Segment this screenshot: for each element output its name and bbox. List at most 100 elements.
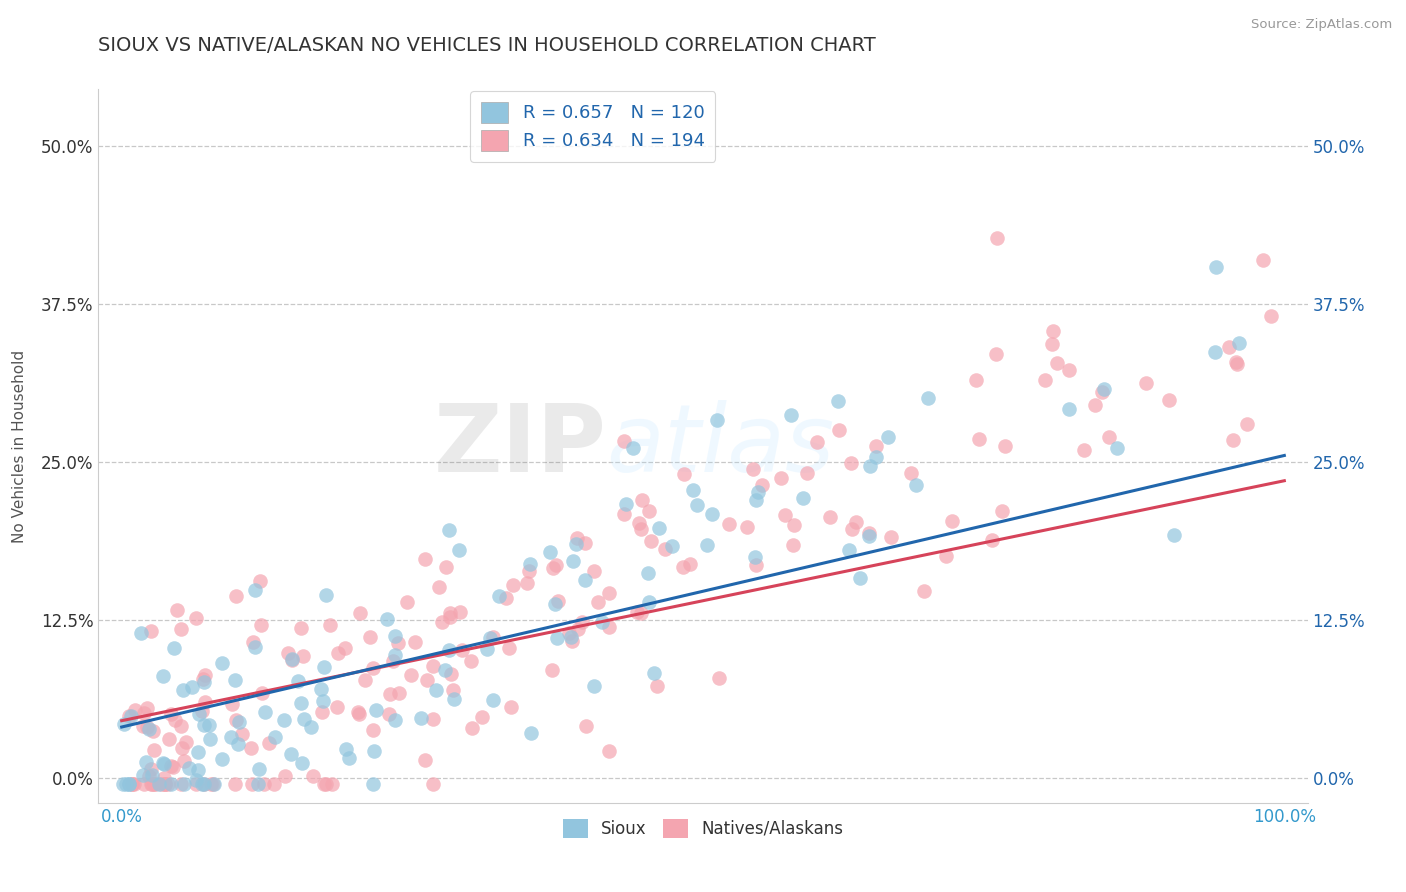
Point: [839, 456, 862, 470]
Point: [965, 374, 987, 388]
Point: [598, 586, 620, 600]
Point: [519, 557, 541, 571]
Point: [280, 747, 302, 762]
Point: [567, 622, 589, 636]
Point: [475, 641, 498, 656]
Point: [377, 707, 399, 722]
Point: [160, 706, 183, 721]
Point: [437, 524, 460, 538]
Point: [112, 717, 135, 731]
Point: [117, 708, 139, 723]
Point: [404, 634, 426, 648]
Point: [387, 686, 409, 700]
Point: [751, 477, 773, 491]
Point: [170, 741, 193, 756]
Point: [211, 752, 233, 766]
Point: [184, 777, 207, 791]
Point: [1091, 385, 1114, 400]
Point: [240, 777, 263, 791]
Point: [702, 507, 724, 521]
Point: [441, 682, 464, 697]
Point: [1205, 260, 1227, 274]
Point: [143, 777, 166, 791]
Point: [399, 668, 422, 682]
Point: [187, 745, 209, 759]
Point: [460, 721, 482, 735]
Point: [648, 521, 671, 535]
Point: [202, 777, 225, 791]
Point: [118, 777, 141, 791]
Point: [335, 742, 357, 756]
Point: [865, 450, 887, 464]
Point: [224, 777, 246, 791]
Point: [547, 594, 569, 608]
Point: [311, 705, 333, 719]
Point: [439, 610, 461, 624]
Point: [148, 777, 170, 791]
Point: [375, 612, 398, 626]
Point: [1260, 310, 1282, 324]
Point: [443, 692, 465, 706]
Point: [707, 671, 730, 685]
Point: [598, 620, 620, 634]
Point: [188, 707, 211, 722]
Point: [309, 681, 332, 696]
Point: [225, 589, 247, 603]
Point: [143, 777, 166, 791]
Point: [1042, 324, 1064, 338]
Text: atlas: atlas: [606, 401, 835, 491]
Point: [301, 769, 323, 783]
Point: [984, 347, 1007, 361]
Point: [240, 741, 263, 756]
Point: [366, 703, 388, 717]
Point: [745, 493, 768, 508]
Point: [520, 726, 543, 740]
Point: [382, 654, 405, 668]
Point: [273, 713, 295, 727]
Point: [186, 611, 208, 625]
Point: [990, 504, 1012, 518]
Point: [263, 730, 285, 744]
Point: [247, 762, 270, 776]
Point: [231, 727, 253, 741]
Point: [112, 777, 135, 791]
Point: [1092, 382, 1115, 396]
Point: [546, 558, 568, 572]
Point: [540, 663, 562, 677]
Point: [162, 760, 184, 774]
Point: [121, 777, 143, 791]
Point: [782, 538, 804, 552]
Point: [181, 680, 204, 694]
Point: [904, 478, 927, 492]
Point: [460, 654, 482, 668]
Point: [198, 717, 221, 731]
Point: [439, 606, 461, 620]
Point: [363, 777, 385, 791]
Point: [179, 761, 201, 775]
Point: [561, 633, 583, 648]
Point: [565, 531, 588, 545]
Point: [541, 560, 564, 574]
Point: [250, 686, 273, 700]
Point: [631, 492, 654, 507]
Point: [315, 588, 337, 602]
Point: [935, 549, 957, 563]
Point: [588, 595, 610, 609]
Point: [253, 777, 276, 791]
Point: [354, 673, 377, 687]
Point: [562, 554, 585, 568]
Point: [191, 777, 214, 791]
Point: [479, 631, 502, 645]
Point: [827, 393, 849, 408]
Point: [249, 574, 271, 588]
Point: [471, 710, 494, 724]
Point: [571, 615, 593, 629]
Point: [120, 709, 142, 723]
Y-axis label: No Vehicles in Household: No Vehicles in Household: [13, 350, 27, 542]
Point: [591, 615, 613, 630]
Point: [718, 517, 741, 532]
Point: [613, 507, 636, 521]
Point: [242, 635, 264, 649]
Point: [744, 550, 766, 565]
Point: [363, 723, 385, 738]
